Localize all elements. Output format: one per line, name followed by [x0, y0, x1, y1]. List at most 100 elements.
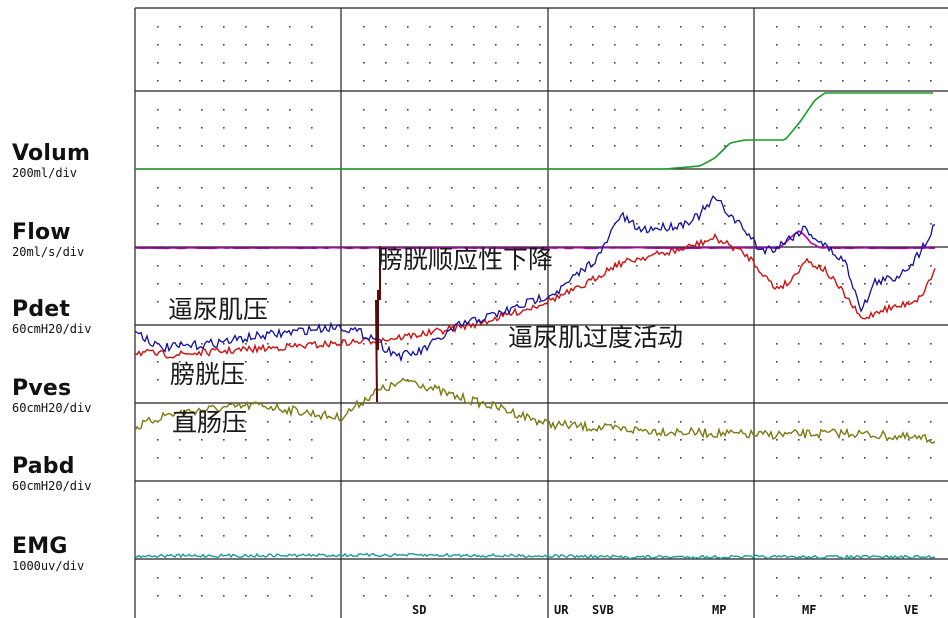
grid-dot: [407, 145, 409, 147]
grid-dot: [842, 223, 844, 225]
grid-dot: [245, 187, 247, 189]
grid-dot: [798, 301, 800, 303]
grid-dot: [473, 80, 475, 82]
grid-dot: [570, 26, 572, 28]
grid-dot: [245, 577, 247, 579]
grid-dot: [429, 361, 431, 363]
grid-dot: [407, 62, 409, 64]
grid-dot: [820, 517, 822, 519]
grid-dot: [570, 62, 572, 64]
grid-dot: [311, 44, 313, 46]
grid-dot: [245, 80, 247, 82]
grid-dot: [842, 361, 844, 363]
grid-dot: [886, 457, 888, 459]
grid-dot: [201, 205, 203, 207]
grid-dot: [473, 301, 475, 303]
grid-dot: [614, 127, 616, 129]
grid-dot: [702, 127, 704, 129]
grid-dot: [886, 361, 888, 363]
grid-dot: [289, 127, 291, 129]
grid-dot: [864, 577, 866, 579]
grid-dot: [636, 62, 638, 64]
grid-dot: [842, 127, 844, 129]
grid-dot: [495, 283, 497, 285]
grid-dot: [429, 127, 431, 129]
grid-dot: [407, 223, 409, 225]
grid-dot: [289, 26, 291, 28]
grid-dot: [289, 499, 291, 501]
volume-trace: [135, 92, 933, 170]
grid-dot: [429, 205, 431, 207]
grid-dot: [473, 62, 475, 64]
grid-dot: [702, 301, 704, 303]
grid-dot: [592, 517, 594, 519]
grid-dot: [429, 421, 431, 423]
grid-dot: [798, 457, 800, 459]
grid-dot: [157, 535, 159, 537]
grid-dot: [245, 109, 247, 111]
grid-dot: [798, 26, 800, 28]
grid-dot: [776, 361, 778, 363]
grid-dot: [592, 44, 594, 46]
grid-dot: [223, 457, 225, 459]
grid-dot: [223, 577, 225, 579]
grid-dot: [517, 577, 519, 579]
channel-name: Volum: [12, 141, 91, 166]
grid-dot: [886, 535, 888, 537]
grid-dot: [592, 109, 594, 111]
grid-dot: [245, 127, 247, 129]
grid-dot: [451, 62, 453, 64]
grid-dot: [886, 301, 888, 303]
grid-dot: [680, 109, 682, 111]
grid-dot: [223, 283, 225, 285]
grid-dot: [658, 595, 660, 597]
grid-dot: [289, 343, 291, 345]
grid-dot: [451, 499, 453, 501]
grid-dot: [179, 301, 181, 303]
grid-dot: [245, 62, 247, 64]
grid-dot: [385, 62, 387, 64]
grid-dot: [680, 379, 682, 381]
grid-dot: [908, 265, 910, 267]
grid-dot: [407, 457, 409, 459]
grid-dot: [724, 62, 726, 64]
grid-dot: [930, 535, 932, 537]
grid-dot: [267, 127, 269, 129]
grid-dot: [407, 379, 409, 381]
grid-dot: [658, 439, 660, 441]
grid-dot: [495, 223, 497, 225]
grid-dot: [636, 535, 638, 537]
grid-dot: [539, 595, 541, 597]
grid-dot: [363, 283, 365, 285]
grid-dot: [798, 265, 800, 267]
grid-dot: [201, 145, 203, 147]
grid-dot: [429, 223, 431, 225]
grid-dot: [311, 457, 313, 459]
grid-dot: [385, 535, 387, 537]
grid-dot: [636, 421, 638, 423]
channel-pves: Pves 60cmH20/div: [12, 377, 91, 416]
grid-dot: [776, 80, 778, 82]
grid-dot: [495, 62, 497, 64]
grid-dot: [908, 421, 910, 423]
grid-dot: [179, 421, 181, 423]
grid-dot: [930, 361, 932, 363]
grid-dot: [223, 301, 225, 303]
grid-dot: [680, 26, 682, 28]
grid-dot: [820, 205, 822, 207]
grid-dot: [311, 439, 313, 441]
grid-dot: [864, 44, 866, 46]
grid-dot: [724, 301, 726, 303]
grid-dot: [658, 301, 660, 303]
grid-dot: [201, 44, 203, 46]
grid-dot: [820, 145, 822, 147]
marker-sd: SD: [412, 603, 426, 617]
grid-dot: [592, 301, 594, 303]
grid-dot: [407, 283, 409, 285]
grid-dot: [223, 343, 225, 345]
grid-dot: [724, 421, 726, 423]
grid-dot: [289, 439, 291, 441]
grid-dot: [267, 535, 269, 537]
grid-dot: [680, 187, 682, 189]
grid-dot: [407, 187, 409, 189]
